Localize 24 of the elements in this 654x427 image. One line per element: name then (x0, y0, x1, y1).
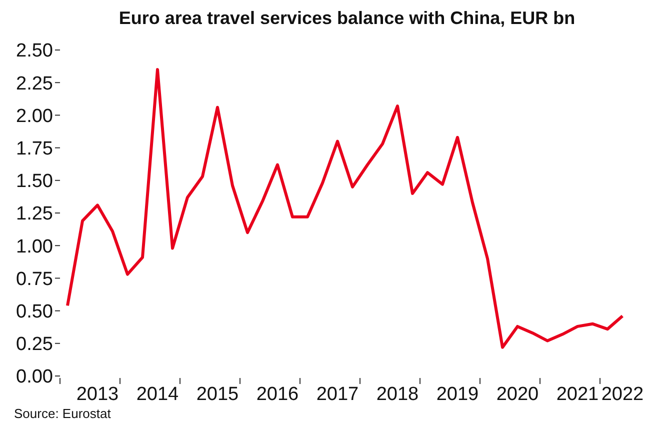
x-tick-label: 2017 (316, 384, 359, 405)
x-tick-label: 2016 (256, 384, 299, 405)
y-tick-label: 0.00 (16, 366, 53, 388)
y-tick-label: 1.25 (16, 204, 53, 225)
x-tick-label: 2022 (601, 384, 644, 405)
x-tick-label: 2020 (496, 384, 539, 405)
x-tick-label: 2019 (436, 384, 479, 405)
x-tick-label: 2015 (196, 384, 239, 405)
y-tick-label: 2.50 (16, 40, 53, 62)
y-tick-label: 1.50 (16, 171, 53, 192)
chart-title: Euro area travel services balance with China, EUR bn (118, 8, 576, 29)
x-tick-label: 2021 (556, 384, 599, 405)
x-tick-label: 2018 (376, 384, 419, 405)
y-tick-label: 2.25 (16, 73, 53, 94)
source-note: Source: Eurostat (14, 406, 111, 421)
x-tick-label: 2014 (136, 384, 180, 405)
line-series (66, 68, 624, 349)
y-tick-label: 0.25 (16, 334, 53, 356)
y-tick-label: 2.00 (16, 106, 53, 127)
y-tick-label: 0.75 (16, 268, 53, 290)
y-tick-label: 0.50 (16, 302, 53, 323)
y-tick-label: 1.00 (16, 236, 53, 258)
x-tick-label: 2013 (76, 384, 119, 405)
y-tick-label: 1.75 (16, 138, 53, 160)
